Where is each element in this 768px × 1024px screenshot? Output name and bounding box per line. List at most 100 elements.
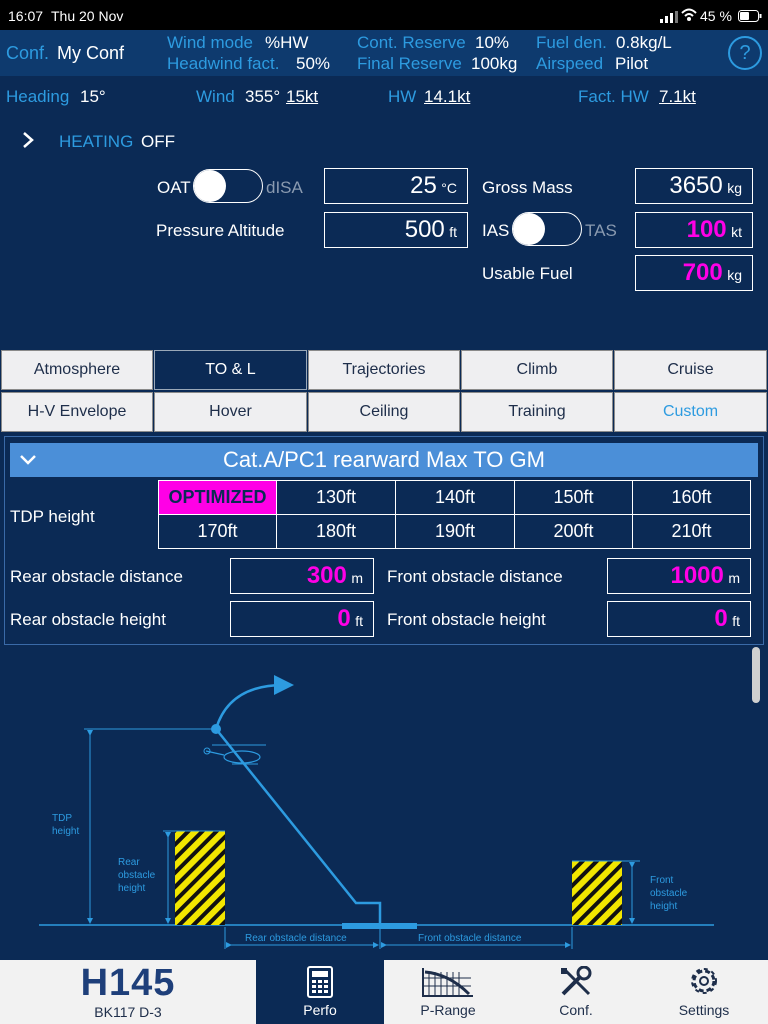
- oat-label: OAT: [157, 178, 191, 197]
- usable-fuel-input[interactable]: 700 kg: [635, 255, 753, 291]
- configuration-bar[interactable]: Conf. My Conf Wind mode %HW Headwind fac…: [0, 30, 768, 76]
- heating-label: HEATING: [59, 132, 134, 151]
- fact-hw-value[interactable]: 7.1kt: [659, 87, 696, 106]
- chevron-right-icon[interactable]: [20, 130, 36, 155]
- tab-climb[interactable]: Climb: [461, 350, 613, 390]
- rear-height-label: Rear obstacle height: [10, 610, 166, 629]
- status-bar: 16:07 Thu 20 Nov 45 %: [0, 0, 768, 30]
- brand-logo: H145: [80, 962, 176, 1004]
- usable-fuel-label: Usable Fuel: [482, 264, 573, 283]
- front-obstacle-text-3: height: [650, 901, 678, 912]
- tdp-option[interactable]: 150ft: [514, 480, 633, 515]
- section-header[interactable]: Cat.A/PC1 rearward Max TO GM: [10, 443, 758, 477]
- usable-fuel-value: 700: [682, 259, 723, 286]
- section-title: Cat.A/PC1 rearward Max TO GM: [223, 447, 545, 472]
- wind-mode-value: %HW: [265, 33, 309, 52]
- chevron-down-icon[interactable]: [18, 450, 38, 475]
- battery-icon: [738, 9, 762, 25]
- gross-mass-input[interactable]: 3650 kg: [635, 168, 753, 204]
- nav-settings-label: Settings: [678, 1002, 730, 1018]
- calculator-icon: [307, 966, 333, 998]
- rear-height-input[interactable]: 0 ft: [230, 601, 374, 637]
- rear-distance-input[interactable]: 300 m: [230, 558, 374, 594]
- front-distance-label: Front obstacle distance: [387, 567, 563, 586]
- ias-tas-toggle[interactable]: [512, 212, 582, 246]
- front-distance-unit: m: [728, 570, 740, 586]
- tab-ceiling[interactable]: Ceiling: [308, 392, 460, 432]
- usable-fuel-unit: kg: [727, 267, 742, 283]
- wind-direction: 355°: [245, 87, 281, 106]
- rear-obstacle-text-1: Rear: [118, 857, 140, 868]
- nav-p-range[interactable]: P-Range: [384, 960, 512, 1024]
- rear-obstacle: [175, 831, 225, 925]
- tab-hv-envelope[interactable]: H-V Envelope: [1, 392, 153, 432]
- tab-hover[interactable]: Hover: [154, 392, 307, 432]
- speed-input[interactable]: 100 kt: [635, 212, 753, 248]
- gross-mass-label: Gross Mass: [482, 178, 573, 197]
- pressure-altitude-input[interactable]: 500 ft: [324, 212, 468, 248]
- tab-atmosphere[interactable]: Atmosphere: [1, 350, 153, 390]
- takeoff-pad: [342, 923, 417, 929]
- front-distance-text: Front obstacle distance: [418, 933, 522, 944]
- ias-label: IAS: [482, 221, 510, 240]
- pressure-altitude-unit: ft: [449, 224, 457, 240]
- scrollbar[interactable]: [752, 647, 760, 703]
- front-obstacle-text-1: Front: [650, 875, 674, 886]
- input-panel: HEATING OFF OAT dISA 25 °C Pressure Alti…: [0, 116, 768, 346]
- front-height-label: Front obstacle height: [387, 610, 546, 629]
- airspeed-label: Airspeed: [536, 54, 604, 73]
- final-reserve-value: 100kg: [471, 54, 518, 73]
- tdp-option[interactable]: 130ft: [276, 480, 396, 515]
- help-button[interactable]: ?: [728, 36, 762, 70]
- oat-input[interactable]: 25 °C: [324, 168, 468, 204]
- front-distance-input[interactable]: 1000 m: [607, 558, 751, 594]
- tdp-option[interactable]: 200ft: [514, 514, 633, 549]
- wifi-icon: [681, 8, 697, 25]
- conf-label: Conf.: [6, 43, 50, 63]
- tdp-option-optimized[interactable]: OPTIMIZED: [158, 480, 277, 515]
- wind-bar: Heading 15° Wind 355° 15kt HW 14.1kt Fac…: [0, 76, 768, 116]
- model-label: BK117 D-3: [94, 1004, 162, 1020]
- fuel-density-value: 0.8kg/L: [616, 33, 672, 52]
- tdp-option[interactable]: 140ft: [395, 480, 515, 515]
- tdp-option[interactable]: 160ft: [632, 480, 751, 515]
- tdp-option[interactable]: 210ft: [632, 514, 751, 549]
- hw-value[interactable]: 14.1kt: [424, 87, 471, 106]
- nav-p-range-label: P-Range: [420, 1002, 476, 1018]
- rear-height-value: 0: [337, 605, 351, 632]
- tab-cruise[interactable]: Cruise: [614, 350, 767, 390]
- wind-speed-link[interactable]: 15kt: [286, 87, 319, 106]
- rear-distance-text: Rear obstacle distance: [245, 933, 347, 944]
- tab-to-and-l[interactable]: TO & L: [154, 350, 307, 390]
- headwind-value: 50%: [296, 54, 331, 73]
- tools-icon: [561, 966, 592, 996]
- cont-reserve-value: 10%: [475, 33, 510, 52]
- tdp-option[interactable]: 190ft: [395, 514, 515, 549]
- range-chart-icon: [422, 968, 473, 997]
- tab-trajectories[interactable]: Trajectories: [308, 350, 460, 390]
- oat-disa-toggle[interactable]: [193, 169, 263, 203]
- takeoff-diagram: TDP height Rear obstacle height Front ob…: [4, 644, 764, 960]
- heading-value: 15°: [80, 87, 106, 106]
- rear-distance-value: 300: [306, 562, 347, 589]
- tab-custom[interactable]: Custom: [614, 392, 767, 432]
- gross-mass-unit: kg: [727, 180, 742, 196]
- heading-label: Heading: [6, 87, 70, 106]
- tdp-option[interactable]: 180ft: [276, 514, 396, 549]
- nav-settings[interactable]: Settings: [640, 960, 768, 1024]
- nav-conf[interactable]: Conf.: [512, 960, 640, 1024]
- speed-unit: kt: [731, 224, 742, 240]
- heating-value: OFF: [141, 132, 175, 151]
- front-obstacle: [572, 861, 622, 925]
- front-height-input[interactable]: 0 ft: [607, 601, 751, 637]
- tdp-height-text-1: TDP: [52, 813, 72, 824]
- tab-training[interactable]: Training: [461, 392, 613, 432]
- fuel-density-label: Fuel den.: [536, 33, 607, 52]
- speed-value: 100: [686, 216, 727, 243]
- front-obstacle-text-2: obstacle: [650, 888, 688, 899]
- rear-distance-label: Rear obstacle distance: [10, 567, 183, 586]
- tdp-option[interactable]: 170ft: [158, 514, 277, 549]
- nav-perfo[interactable]: Perfo: [256, 960, 384, 1024]
- disa-label: dISA: [266, 178, 303, 197]
- conf-value: My Conf: [57, 43, 125, 63]
